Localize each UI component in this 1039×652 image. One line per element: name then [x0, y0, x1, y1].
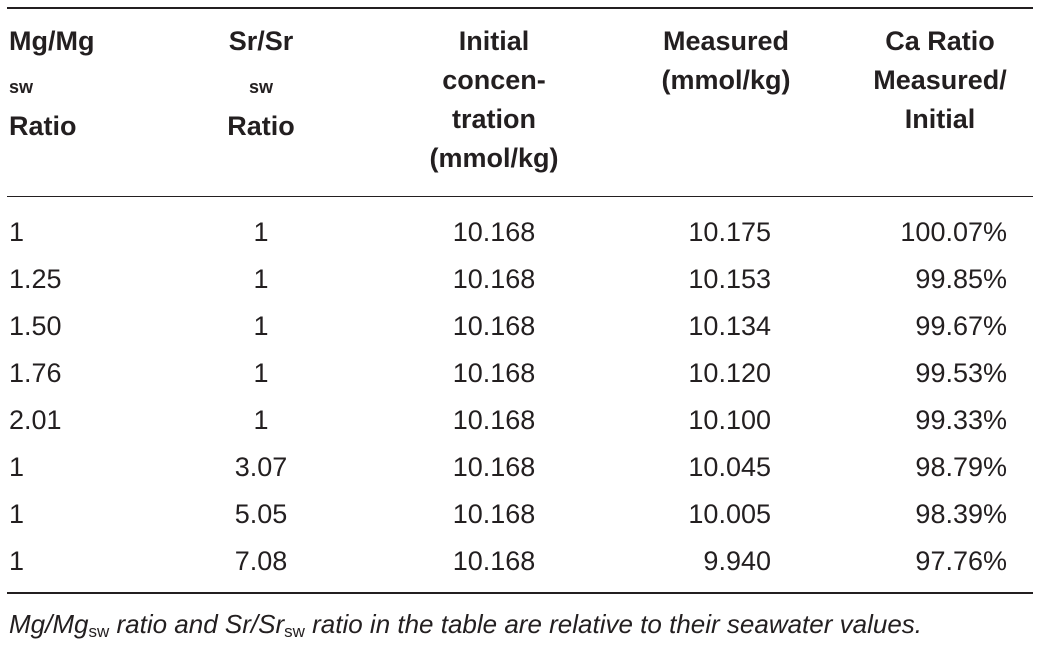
- header-mg-line2: Ratio: [9, 111, 77, 141]
- cell-initial: 10.168: [452, 358, 536, 388]
- table-row: 1 3.07 10.168 10.045 98.79%: [0, 444, 1039, 491]
- table-row: 1.50 1 10.168 10.134 99.67%: [0, 303, 1039, 350]
- cell-measured: 10.005: [688, 499, 771, 529]
- cell-ca-ratio: 100.07%: [900, 217, 1007, 247]
- cell-measured: 10.134: [688, 311, 771, 341]
- footnote-text-3: ratio in the table are relative to their…: [304, 609, 922, 639]
- cell-mg-ratio: 1: [9, 499, 25, 529]
- table-row: 1.76 1 10.168 10.120 99.53%: [0, 350, 1039, 397]
- table-header-rule: [7, 196, 1033, 198]
- cell-initial: 10.168: [452, 217, 536, 247]
- cell-ca-ratio: 99.33%: [915, 405, 1007, 435]
- header-sr-ratio: Sr/Sr sw Ratio: [161, 22, 361, 146]
- cell-sr-ratio: 3.07: [234, 452, 288, 482]
- header-ca-ratio: Ca Ratio Measured/ Initial: [840, 22, 1039, 139]
- cell-ca-ratio: 97.76%: [915, 546, 1007, 576]
- header-mg-sub: sw: [9, 77, 34, 97]
- cell-measured: 10.100: [688, 405, 771, 435]
- table-row: 2.01 1 10.168 10.100 99.33%: [0, 397, 1039, 444]
- footnote-sub-2: sw: [284, 622, 305, 641]
- cell-sr-ratio: 7.08: [234, 546, 288, 576]
- cell-measured: 10.175: [688, 217, 771, 247]
- cell-sr-ratio: 1: [253, 311, 269, 341]
- cell-measured: 10.120: [688, 358, 771, 388]
- table-row: 1.25 1 10.168 10.153 99.85%: [0, 256, 1039, 303]
- cell-mg-ratio: 1.50: [9, 311, 62, 341]
- header-sr-main: Sr/Sr: [228, 26, 294, 56]
- footnote-text-1: Mg/Mg: [9, 609, 89, 639]
- footnote-sub-1: sw: [88, 622, 110, 641]
- cell-mg-ratio: 1: [9, 217, 25, 247]
- cell-sr-ratio: 1: [253, 217, 269, 247]
- header-initial-line3: tration: [452, 104, 536, 134]
- header-initial-line2: concen-: [442, 65, 546, 95]
- cell-sr-ratio: 1: [253, 405, 269, 435]
- header-initial-line1: Initial: [458, 26, 530, 56]
- header-mg-main: Mg/Mg: [9, 26, 95, 56]
- header-initial-line4: (mmol/kg): [429, 143, 559, 173]
- cell-initial: 10.168: [452, 499, 536, 529]
- header-initial-concentration: Initial concen- tration (mmol/kg): [394, 22, 594, 178]
- cell-initial: 10.168: [452, 405, 536, 435]
- header-sr-sub: sw: [248, 77, 273, 97]
- header-measured: Measured (mmol/kg): [626, 22, 826, 100]
- header-sr-line2: Ratio: [227, 111, 295, 141]
- table-top-rule: [7, 7, 1033, 9]
- table-bottom-rule: [7, 592, 1033, 594]
- header-measured-line2: (mmol/kg): [661, 65, 791, 95]
- cell-ca-ratio: 99.53%: [915, 358, 1007, 388]
- cell-initial: 10.168: [452, 311, 536, 341]
- cell-sr-ratio: 1: [253, 264, 269, 294]
- header-ca-line3: Initial: [904, 104, 976, 134]
- header-mg-ratio: Mg/Mg sw Ratio: [9, 22, 94, 146]
- header-ca-line2: Measured/: [873, 65, 1007, 95]
- cell-measured: 10.045: [688, 452, 771, 482]
- cell-mg-ratio: 2.01: [9, 405, 62, 435]
- header-ca-line1: Ca Ratio: [885, 26, 995, 56]
- cell-measured: 9.940: [703, 546, 771, 576]
- cell-measured: 10.153: [688, 264, 771, 294]
- cell-initial: 10.168: [452, 264, 536, 294]
- table-row: 1 1 10.168 10.175 100.07%: [0, 209, 1039, 256]
- cell-initial: 10.168: [452, 452, 536, 482]
- table-row: 1 5.05 10.168 10.005 98.39%: [0, 491, 1039, 538]
- cell-initial: 10.168: [452, 546, 536, 576]
- cell-mg-ratio: 1.25: [9, 264, 62, 294]
- cell-ca-ratio: 99.67%: [915, 311, 1007, 341]
- table-footnote: Mg/Mgsw ratio and Sr/Srsw ratio in the t…: [9, 604, 922, 652]
- cell-mg-ratio: 1.76: [9, 358, 62, 388]
- cell-ca-ratio: 99.85%: [915, 264, 1007, 294]
- cell-sr-ratio: 1: [253, 358, 269, 388]
- cell-ca-ratio: 98.79%: [915, 452, 1007, 482]
- cell-mg-ratio: 1: [9, 546, 25, 576]
- table-row: 1 7.08 10.168 9.940 97.76%: [0, 538, 1039, 585]
- footnote-text-2: ratio and Sr/Sr: [109, 609, 285, 639]
- cell-sr-ratio: 5.05: [234, 499, 288, 529]
- cell-ca-ratio: 98.39%: [915, 499, 1007, 529]
- cell-mg-ratio: 1: [9, 452, 25, 482]
- header-measured-line1: Measured: [662, 26, 790, 56]
